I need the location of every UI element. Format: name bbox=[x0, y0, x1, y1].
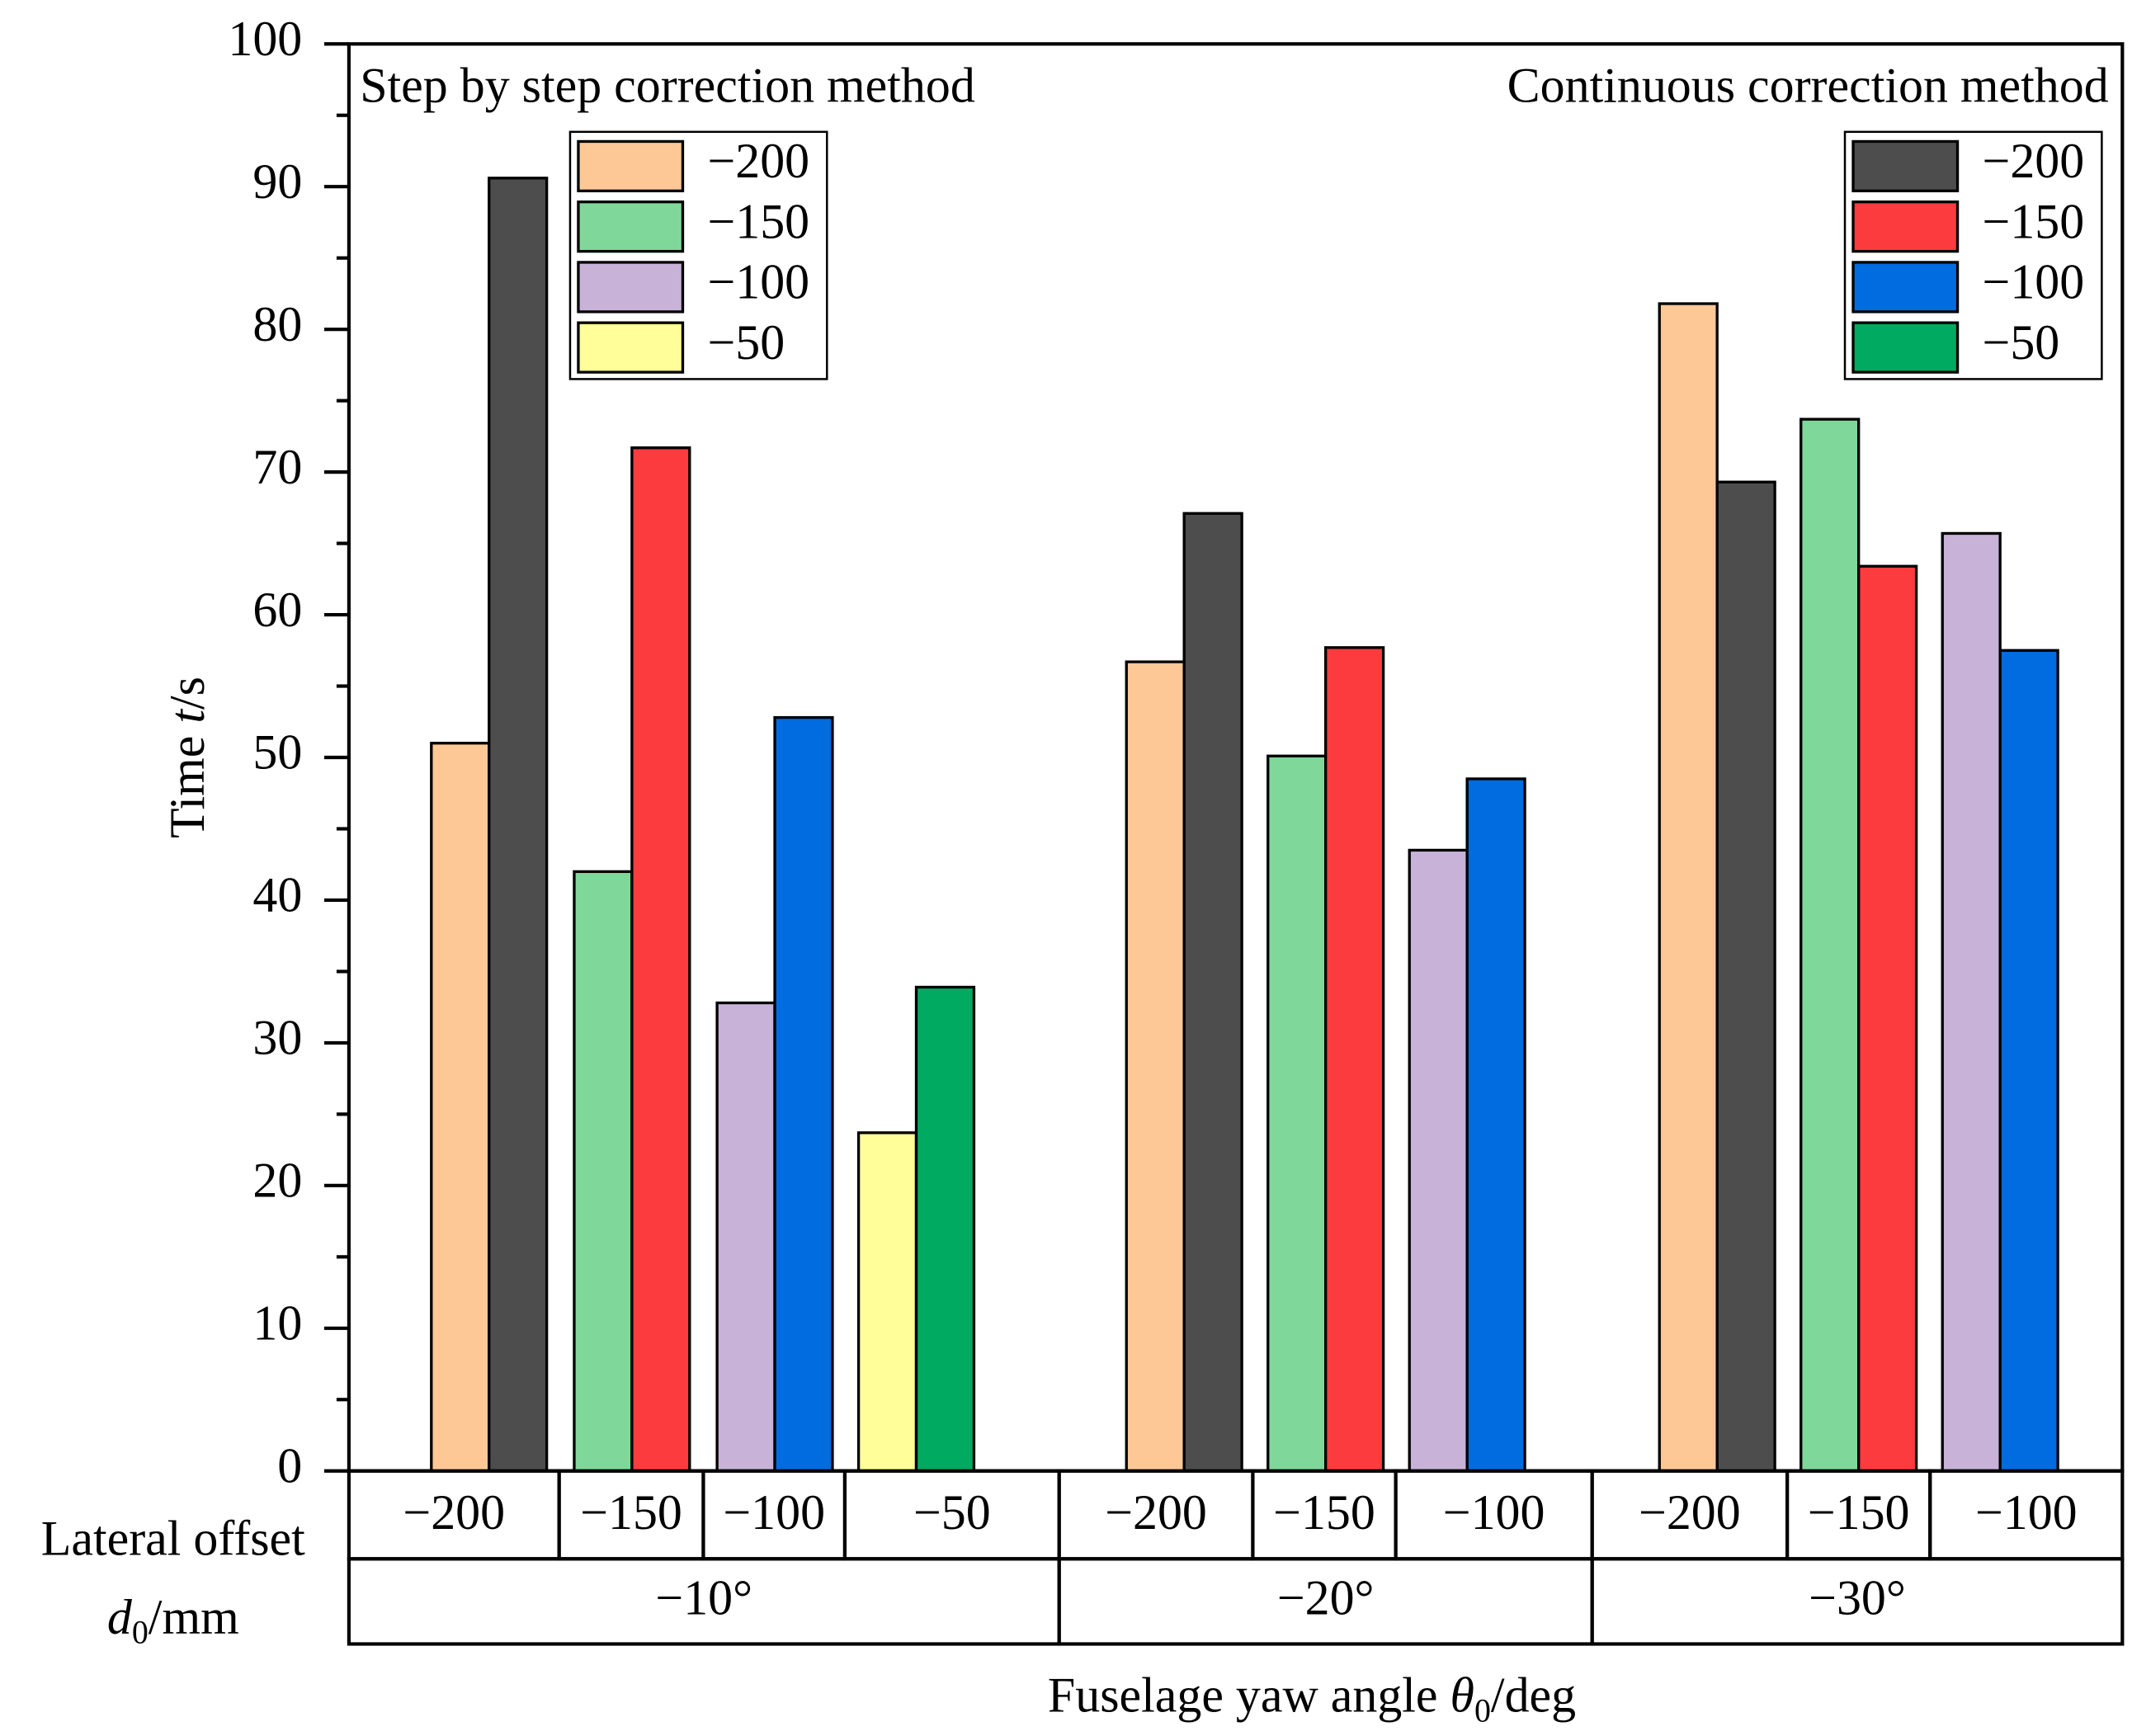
legend-title: Continuous correction method bbox=[1507, 59, 2109, 113]
row-label-part: d bbox=[107, 1590, 133, 1644]
x-tick-label: −200 bbox=[1105, 1485, 1207, 1540]
bar bbox=[1715, 480, 1776, 1473]
legend-label: −100 bbox=[1983, 255, 2085, 309]
legend-label: −150 bbox=[1983, 194, 2085, 248]
y-tick-label: 30 bbox=[252, 1011, 302, 1065]
group-label: −10° bbox=[655, 1570, 752, 1625]
y-tick-label: 80 bbox=[252, 297, 302, 351]
x-tick-label: −200 bbox=[1639, 1485, 1741, 1540]
y-tick-label: 0 bbox=[277, 1438, 302, 1493]
bar bbox=[715, 1001, 776, 1473]
legend-swatch bbox=[1851, 139, 1960, 193]
x-tick-label: −50 bbox=[913, 1485, 991, 1540]
y-tick-label: 50 bbox=[252, 725, 302, 780]
legend-label: −200 bbox=[1983, 134, 2085, 188]
bar bbox=[1324, 646, 1385, 1473]
legend-label: −200 bbox=[707, 134, 809, 188]
y-tick-label: 90 bbox=[252, 154, 302, 209]
y-tick-label: 40 bbox=[252, 868, 302, 922]
bar bbox=[1408, 848, 1469, 1473]
y-title-part: /s bbox=[160, 677, 215, 710]
y-tick-label: 60 bbox=[252, 583, 302, 637]
x-title-part: /deg bbox=[1491, 1668, 1576, 1722]
bar bbox=[1125, 660, 1186, 1473]
x-tick-label: −100 bbox=[1443, 1485, 1545, 1540]
bar bbox=[1941, 531, 2002, 1473]
x-tick-label: −200 bbox=[403, 1485, 505, 1540]
group-label: −30° bbox=[1809, 1570, 1906, 1625]
bar bbox=[1465, 777, 1526, 1473]
y-axis-title: Time t/s bbox=[160, 677, 215, 838]
group-label: −20° bbox=[1277, 1570, 1375, 1625]
legend-label: −100 bbox=[707, 255, 809, 309]
legend-swatch bbox=[577, 200, 685, 253]
bar bbox=[1799, 417, 1861, 1473]
legend-label: −50 bbox=[1983, 315, 2060, 370]
x-title-part: Fuselage yaw angle bbox=[1048, 1668, 1450, 1722]
legend-title: Step by step correction method bbox=[360, 59, 975, 113]
legend-swatch bbox=[577, 321, 685, 374]
x-axis-title: Fuselage yaw angle θ0/deg bbox=[1048, 1668, 1576, 1729]
row-label-part: 0 bbox=[132, 1614, 149, 1651]
bar bbox=[1857, 564, 1918, 1473]
legend-swatch bbox=[1851, 200, 1960, 253]
bar bbox=[1998, 649, 2059, 1473]
y-tick-label: 20 bbox=[252, 1153, 302, 1208]
y-tick-label: 10 bbox=[252, 1296, 302, 1351]
x-tick-label: −150 bbox=[1273, 1485, 1375, 1540]
row-label-2: d0/mm bbox=[107, 1590, 239, 1651]
y-tick-label: 70 bbox=[252, 440, 302, 494]
bar bbox=[630, 446, 691, 1473]
y-title-part: Time bbox=[160, 724, 215, 838]
bar bbox=[573, 870, 634, 1473]
legend-label: −150 bbox=[707, 194, 809, 248]
x-title-part: 0 bbox=[1474, 1692, 1491, 1729]
bar bbox=[856, 1131, 918, 1473]
legend-swatch bbox=[1851, 321, 1960, 374]
row-label-part: /mm bbox=[149, 1590, 239, 1644]
x-tick-label: −150 bbox=[580, 1485, 682, 1540]
group-cell bbox=[1590, 1557, 2125, 1646]
legend-swatch bbox=[1851, 261, 1960, 314]
y-title-part: t bbox=[160, 709, 215, 724]
bar bbox=[488, 177, 549, 1473]
y-tick-label: 100 bbox=[228, 12, 302, 66]
x-title-part: θ bbox=[1450, 1668, 1474, 1722]
legend-swatch bbox=[577, 261, 685, 314]
legend-label: −50 bbox=[707, 315, 785, 370]
bar bbox=[773, 715, 834, 1473]
legend-swatch bbox=[577, 139, 685, 193]
x-tick-label: −100 bbox=[723, 1485, 825, 1540]
bar bbox=[1182, 512, 1243, 1473]
bar bbox=[430, 742, 491, 1473]
bar bbox=[914, 985, 976, 1473]
bar bbox=[1658, 302, 1719, 1473]
bar bbox=[1266, 754, 1328, 1473]
row-label: Lateral offset bbox=[41, 1512, 305, 1566]
x-tick-label: −100 bbox=[1975, 1485, 2078, 1540]
x-tick-label: −150 bbox=[1808, 1485, 1910, 1540]
